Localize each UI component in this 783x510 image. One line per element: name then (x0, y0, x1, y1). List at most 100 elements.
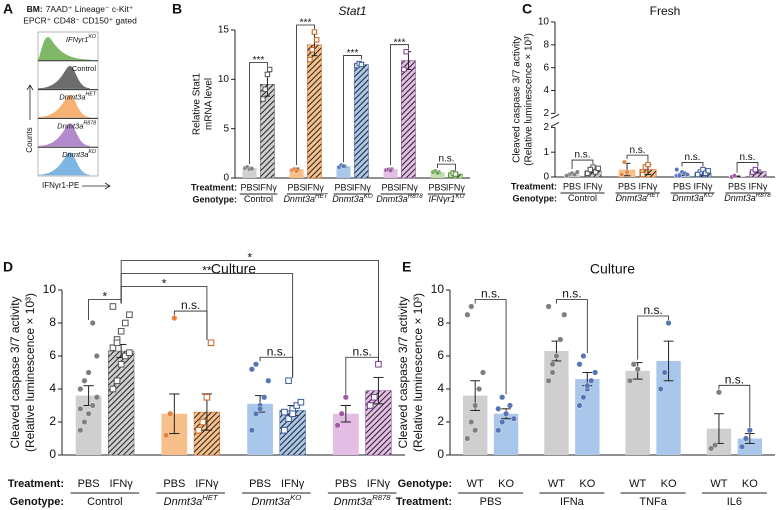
data-point (171, 315, 178, 322)
category-label: PBS (429, 182, 447, 192)
data-point (499, 419, 506, 426)
y-tick-label: 15 (218, 25, 230, 36)
data-point (622, 159, 627, 165)
data-point (495, 405, 502, 412)
data-point (479, 369, 486, 376)
data-point (266, 66, 273, 73)
category-label: WT (710, 478, 727, 490)
data-point (342, 394, 349, 401)
data-point (677, 173, 682, 179)
data-point (592, 369, 599, 376)
row-label: Genotype: (512, 193, 557, 203)
significance-bracket (571, 159, 594, 170)
category-label: PBS (563, 181, 581, 191)
data-point (464, 435, 471, 442)
label-text: Control (244, 194, 273, 204)
bar (625, 370, 650, 455)
y-tick-label: 0 (223, 173, 229, 184)
data-point (752, 166, 759, 173)
group-label: IFNa (560, 496, 585, 508)
data-point (564, 173, 570, 179)
flow-peak (37, 152, 91, 176)
x-axis-label: IFNγr1-PE (42, 181, 79, 190)
data-point (81, 419, 88, 426)
group-label: Dnmt3aKO (672, 192, 713, 203)
data-point (281, 426, 288, 434)
data-point (705, 168, 711, 174)
significance-bracket (437, 163, 456, 171)
bar (544, 351, 569, 455)
category-label: PBS (335, 182, 353, 192)
category-label: IFNγ (446, 182, 465, 192)
significance-bracket (390, 44, 409, 166)
significance-label: *** (253, 55, 265, 66)
group-label: Dnmt3aR878 (724, 192, 771, 203)
chart-title: Culture (211, 261, 256, 277)
data-point (468, 303, 475, 310)
label-text: Dnmt3a (164, 496, 203, 508)
data-point (117, 327, 125, 335)
significance-label: n.s. (267, 344, 286, 358)
data-point (294, 168, 299, 174)
data-point (499, 394, 506, 401)
category-label: IFNγ (352, 182, 371, 192)
y-tick-label: 10 (43, 282, 57, 296)
label-sup: KO (455, 193, 464, 200)
category-label: WT (467, 478, 484, 490)
data-point (293, 402, 301, 409)
category-label: KO (742, 478, 758, 490)
group-label: Control (244, 194, 273, 204)
row-label: Genotype: (398, 478, 452, 490)
data-point (561, 311, 568, 318)
flow-peak (37, 123, 91, 147)
flow-peak (37, 37, 91, 61)
data-point (264, 71, 271, 78)
row-label: Treatment: (8, 478, 64, 490)
data-point (285, 415, 292, 422)
data-point (549, 361, 556, 368)
track-label: Dnmt3aR878 (57, 121, 96, 131)
data-point (553, 353, 560, 360)
data-point (341, 163, 346, 169)
y-tick-label: 4 (543, 85, 549, 96)
data-point (452, 171, 459, 177)
y-tick-label: 0 (49, 447, 56, 461)
significance-bracket (173, 310, 208, 340)
category-label: IFNγ (367, 478, 391, 490)
data-point (403, 49, 409, 55)
y-tick-label: 2 (49, 414, 56, 428)
data-point (584, 382, 591, 389)
data-point (297, 398, 305, 406)
group-label: Dnmt3aHET (615, 192, 660, 203)
category-label: IFNγ (281, 478, 305, 490)
data-point (195, 426, 202, 434)
label-text: Dnmt3a (376, 194, 408, 204)
data-point (77, 386, 84, 393)
data-point (503, 410, 510, 417)
data-point (265, 377, 272, 384)
significance-label: n.s. (643, 303, 662, 317)
data-point (113, 339, 121, 347)
significance-bracket (120, 260, 379, 362)
group-label: Dnmt3aR878 (376, 193, 423, 204)
title-line: 7AAD⁺ Lineage⁻ c-Kit⁺ (46, 4, 134, 14)
significance-label: * (162, 277, 167, 291)
x-arrow (82, 182, 111, 190)
data-point (630, 361, 637, 368)
data-point (289, 410, 296, 418)
significance-label: * (103, 290, 108, 304)
y-axis-label: Cleaved caspase 3/7 activity (396, 296, 410, 448)
category-label: IFNγ (638, 181, 657, 191)
label-sup: KO (704, 192, 713, 199)
data-point (85, 410, 92, 417)
label-sup: R878 (408, 193, 424, 200)
flow-peak (37, 94, 91, 118)
data-point (248, 427, 255, 434)
category-label: IFNγ (693, 181, 712, 191)
data-point (576, 402, 583, 409)
data-point (167, 410, 174, 417)
category-label: IFNγ (399, 182, 418, 192)
y-tick-label: 10 (431, 282, 445, 296)
label-sup: KO (88, 150, 96, 156)
data-point (634, 366, 641, 373)
